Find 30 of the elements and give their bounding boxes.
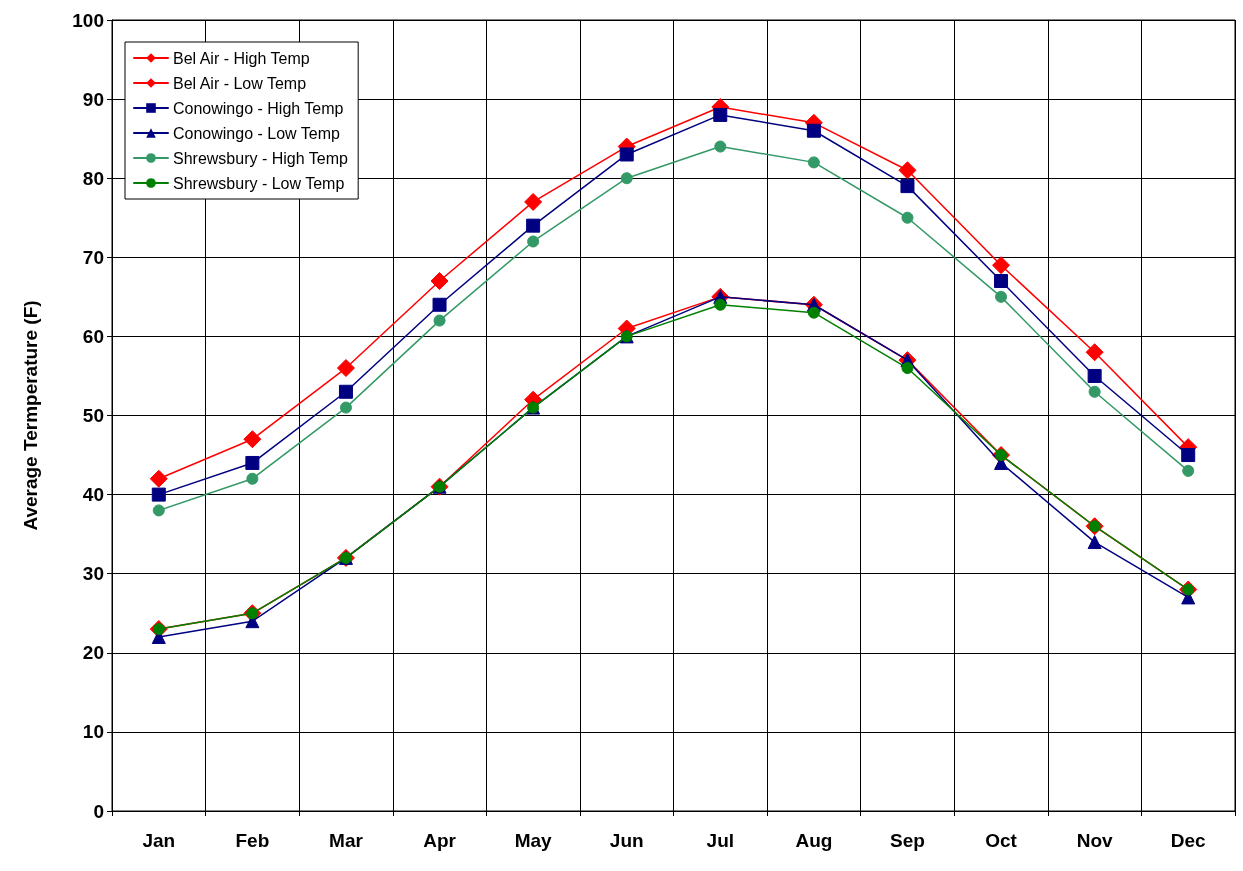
y-tick-label: 0 (93, 800, 104, 822)
y-tick-label: 70 (82, 246, 104, 268)
y-tick-label: 30 (82, 563, 104, 585)
x-tick-label: Dec (1170, 830, 1207, 851)
x-tick-label: Jan (142, 830, 176, 851)
y-tick-label: 20 (82, 642, 104, 664)
x-tick-label: Sep (890, 830, 925, 851)
x-tick-label: Nov (1076, 830, 1113, 851)
legend-label: Shrewsbury - High Temp (173, 149, 348, 167)
y-tick-label: 10 (82, 721, 104, 743)
x-tick-label: Apr (423, 830, 457, 851)
x-tick-label: May (514, 830, 553, 851)
x-tick-label: Oct (985, 830, 1018, 851)
legend-label: Conowingo - Low Temp (173, 124, 341, 142)
y-tick-label: 80 (82, 167, 104, 189)
y-tick-label: 100 (72, 9, 104, 31)
x-tick-label: Mar (329, 830, 364, 851)
legend-label: Bel Air - High Temp (173, 49, 310, 67)
y-tick-label: 90 (82, 88, 104, 110)
x-tick-label: Jul (706, 830, 735, 851)
legend-label: Bel Air - Low Temp (173, 74, 307, 92)
y-tick-label: 40 (82, 484, 104, 506)
legend-label: Conowingo - High Temp (173, 99, 344, 117)
y-axis-title: Average Termperature (F) (20, 300, 41, 531)
legend-label: Shrewsbury - Low Temp (173, 174, 345, 192)
x-tick-label: Jun (609, 830, 644, 851)
y-tick-label: 60 (82, 325, 104, 347)
x-tick-label: Feb (235, 830, 270, 851)
x-tick-label: Aug (795, 830, 833, 851)
y-tick-label: 50 (82, 405, 104, 426)
